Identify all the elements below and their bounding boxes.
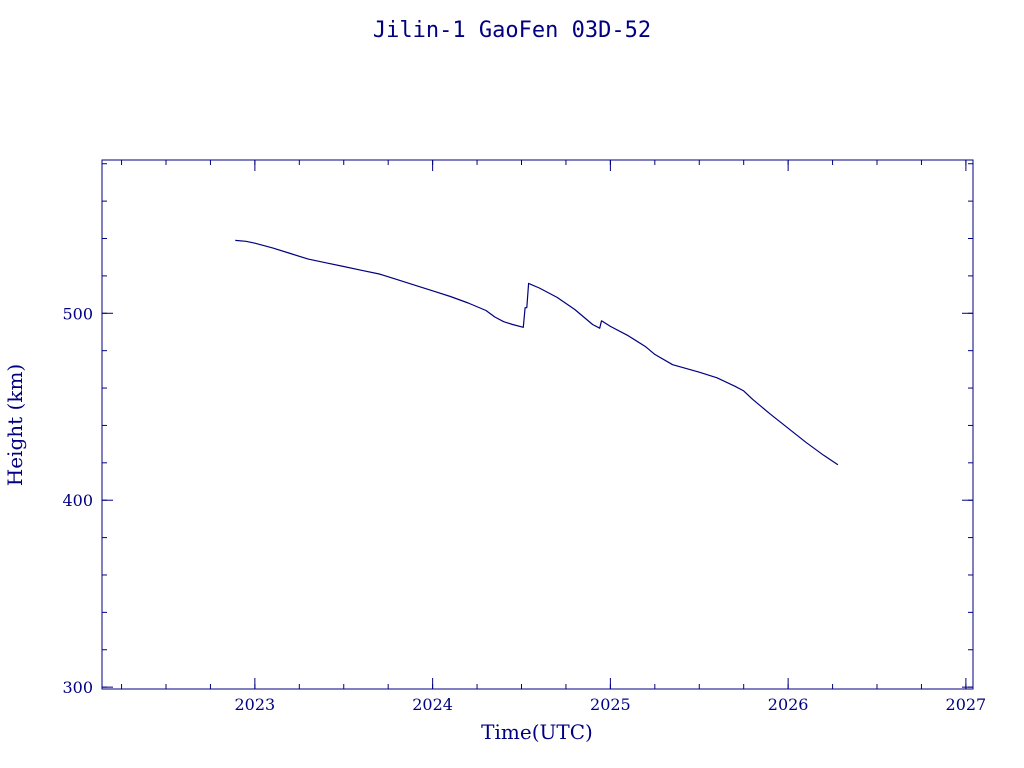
axis-ticks xyxy=(102,160,973,689)
tick-labels: 2023 2024 2025 2026 2027 300 400 500 xyxy=(62,304,986,714)
y-tick-label: 400 xyxy=(62,491,93,510)
x-tick-label: 2024 xyxy=(412,695,453,714)
x-axis-label: Time(UTC) xyxy=(481,720,593,744)
y-tick-label: 300 xyxy=(62,678,93,697)
x-tick-label: 2023 xyxy=(235,695,276,714)
y-tick-label: 500 xyxy=(62,304,93,323)
chart-title: Jilin-1 GaoFen 03D-52 xyxy=(373,18,651,43)
plot-frame xyxy=(101,159,974,690)
x-tick-label: 2027 xyxy=(946,695,987,714)
x-tick-label: 2026 xyxy=(768,695,809,714)
x-tick-label: 2025 xyxy=(590,695,631,714)
y-axis-label: Height (km) xyxy=(3,364,27,486)
height-series-line xyxy=(235,239,839,466)
